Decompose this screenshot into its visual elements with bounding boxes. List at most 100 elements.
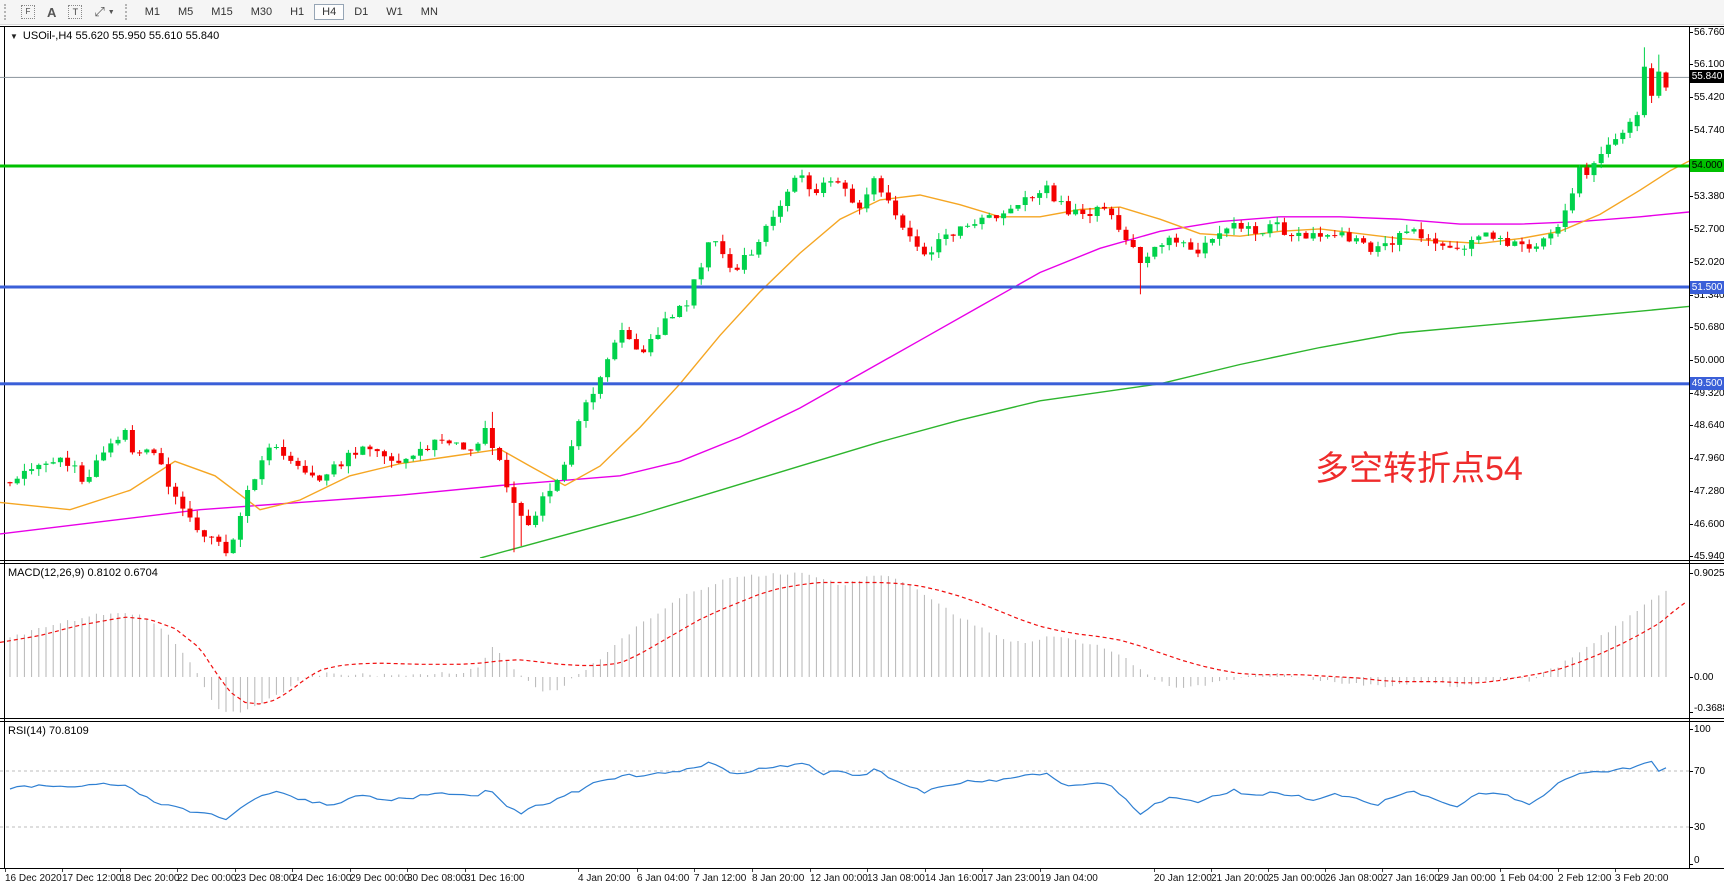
rsi-axis-label: 70 bbox=[1694, 766, 1706, 777]
price-tick-label: 47.280 bbox=[1694, 486, 1724, 497]
time-tick-mark bbox=[1211, 869, 1212, 872]
time-tick-label: 6 Jan 04:00 bbox=[637, 873, 690, 884]
time-tick-label: 23 Dec 08:00 bbox=[235, 873, 295, 884]
time-tick-mark bbox=[62, 869, 63, 872]
draw-arrows-icon[interactable]: ⤢ ▼ bbox=[94, 4, 115, 19]
time-tick-mark bbox=[1382, 869, 1383, 872]
timeframe-button-m5[interactable]: M5 bbox=[178, 6, 194, 18]
price-tick-mark bbox=[1689, 262, 1693, 263]
time-tick-label: 30 Dec 08:00 bbox=[407, 873, 467, 884]
price-tick-mark bbox=[1689, 196, 1693, 197]
time-tick-label: 4 Jan 20:00 bbox=[578, 873, 631, 884]
price-tag-54.000: 54.000 bbox=[1690, 159, 1724, 172]
time-tick-mark bbox=[1325, 869, 1326, 872]
price-tick-label: 46.600 bbox=[1694, 519, 1724, 530]
time-tick-mark bbox=[637, 869, 638, 872]
rsi-axis-label: 30 bbox=[1694, 822, 1706, 833]
ma-line bbox=[0, 211, 1689, 535]
price-tick-mark bbox=[1689, 458, 1693, 459]
toolbar-grip-2[interactable] bbox=[124, 4, 132, 20]
time-tick-label: 13 Jan 08:00 bbox=[867, 873, 925, 884]
time-tick-mark bbox=[1268, 869, 1269, 872]
price-tag-55.840: 55.840 bbox=[1690, 70, 1724, 83]
timeframe-button-m15[interactable]: M15 bbox=[211, 6, 233, 18]
price-tick-label: 52.700 bbox=[1694, 224, 1724, 235]
timeframe-button-h1[interactable]: H1 bbox=[290, 6, 305, 18]
price-tick-mark bbox=[1689, 97, 1693, 98]
time-tick-label: 18 Dec 20:00 bbox=[120, 873, 180, 884]
time-tick-label: 8 Jan 20:00 bbox=[752, 873, 805, 884]
time-tick-label: 20 Jan 12:00 bbox=[1154, 873, 1212, 884]
price-tick-mark bbox=[1689, 393, 1693, 394]
time-tick-label: 29 Jan 00:00 bbox=[1438, 873, 1496, 884]
timeframe-button-m1[interactable]: M1 bbox=[144, 6, 161, 18]
price-tick-mark bbox=[1689, 491, 1693, 492]
price-tick-mark bbox=[1689, 556, 1693, 557]
time-tick-label: 31 Dec 16:00 bbox=[465, 873, 525, 884]
ma-line bbox=[0, 160, 1689, 511]
time-tick-mark bbox=[694, 869, 695, 872]
panel-border bbox=[0, 560, 1724, 561]
rsi-tick-mark bbox=[1689, 864, 1693, 865]
price-scale-border[interactable] bbox=[1689, 26, 1690, 868]
timeframe-button-mn[interactable]: MN bbox=[420, 6, 438, 18]
time-tick-label: 7 Jan 12:00 bbox=[694, 873, 747, 884]
text-label-icon[interactable]: A bbox=[47, 4, 57, 20]
price-tick-mark bbox=[1689, 295, 1693, 296]
timeframe-button-w1[interactable]: W1 bbox=[386, 6, 403, 18]
rsi-axis-label: 100 bbox=[1694, 724, 1711, 735]
time-tick-mark bbox=[1615, 869, 1616, 872]
chart-template-icon[interactable]: F bbox=[16, 3, 40, 21]
time-tick-mark bbox=[1154, 869, 1155, 872]
time-tick-label: 21 Jan 20:00 bbox=[1211, 873, 1269, 884]
time-tick-label: 26 Jan 08:00 bbox=[1325, 873, 1383, 884]
rsi-line bbox=[9, 760, 1667, 821]
time-tick-mark bbox=[235, 869, 236, 872]
time-tick-label: 19 Jan 04:00 bbox=[1040, 873, 1098, 884]
price-tick-label: 55.420 bbox=[1694, 92, 1724, 103]
chevron-down-icon[interactable]: ▼ bbox=[107, 8, 115, 16]
price-tick-mark bbox=[1689, 130, 1693, 131]
price-tick-label: 56.100 bbox=[1694, 59, 1724, 70]
macd-axis-label: 0.00 bbox=[1694, 672, 1714, 683]
price-tick-label: 52.020 bbox=[1694, 257, 1724, 268]
time-tick-mark bbox=[982, 869, 983, 872]
time-tick-label: 1 Feb 04:00 bbox=[1500, 873, 1554, 884]
time-tick-label: 17 Dec 12:00 bbox=[62, 873, 122, 884]
time-tick-mark bbox=[810, 869, 811, 872]
horizontal-level-line[interactable] bbox=[0, 285, 1689, 289]
toolbar-grip[interactable] bbox=[4, 4, 11, 20]
chart-menu-icon[interactable]: ▼ bbox=[10, 31, 18, 41]
chart-title: ▼ USOil-,H4 55.620 55.950 55.610 55.840 bbox=[10, 30, 219, 42]
timeframe-button-m30[interactable]: M30 bbox=[250, 6, 273, 18]
time-tick-mark bbox=[578, 869, 579, 872]
time-tick-mark bbox=[1558, 869, 1559, 872]
time-tick-mark bbox=[5, 869, 6, 872]
candlestick-plot[interactable] bbox=[0, 27, 1689, 558]
rsi-tick-mark bbox=[1689, 729, 1693, 730]
price-tick-label: 54.740 bbox=[1694, 125, 1724, 136]
time-tick-mark bbox=[1438, 869, 1439, 872]
text-box-icon[interactable]: T bbox=[63, 3, 87, 21]
price-tick-mark bbox=[1689, 327, 1693, 328]
price-tick-label: 47.960 bbox=[1694, 453, 1724, 464]
timeframe-button-d1[interactable]: D1 bbox=[354, 6, 369, 18]
price-tick-label: 50.680 bbox=[1694, 322, 1724, 333]
time-tick-label: 2 Feb 12:00 bbox=[1558, 873, 1612, 884]
price-tick-label: 49.320 bbox=[1694, 388, 1724, 399]
horizontal-level-line[interactable] bbox=[0, 164, 1689, 168]
price-tick-label: 56.760 bbox=[1694, 27, 1724, 38]
price-tick-label: 48.640 bbox=[1694, 420, 1724, 431]
price-tick-mark bbox=[1689, 64, 1693, 65]
macd-plot[interactable] bbox=[0, 564, 1689, 717]
time-tick-label: 3 Feb 20:00 bbox=[1615, 873, 1669, 884]
price-tick-mark bbox=[1689, 425, 1693, 426]
price-tick-mark bbox=[1689, 524, 1693, 525]
horizontal-level-line[interactable] bbox=[0, 382, 1689, 386]
rsi-plot[interactable] bbox=[0, 722, 1689, 868]
time-tick-mark bbox=[752, 869, 753, 872]
panel-border bbox=[0, 563, 1724, 564]
timeframe-button-h4[interactable]: H4 bbox=[314, 4, 345, 20]
price-tick-label: 53.380 bbox=[1694, 191, 1724, 202]
